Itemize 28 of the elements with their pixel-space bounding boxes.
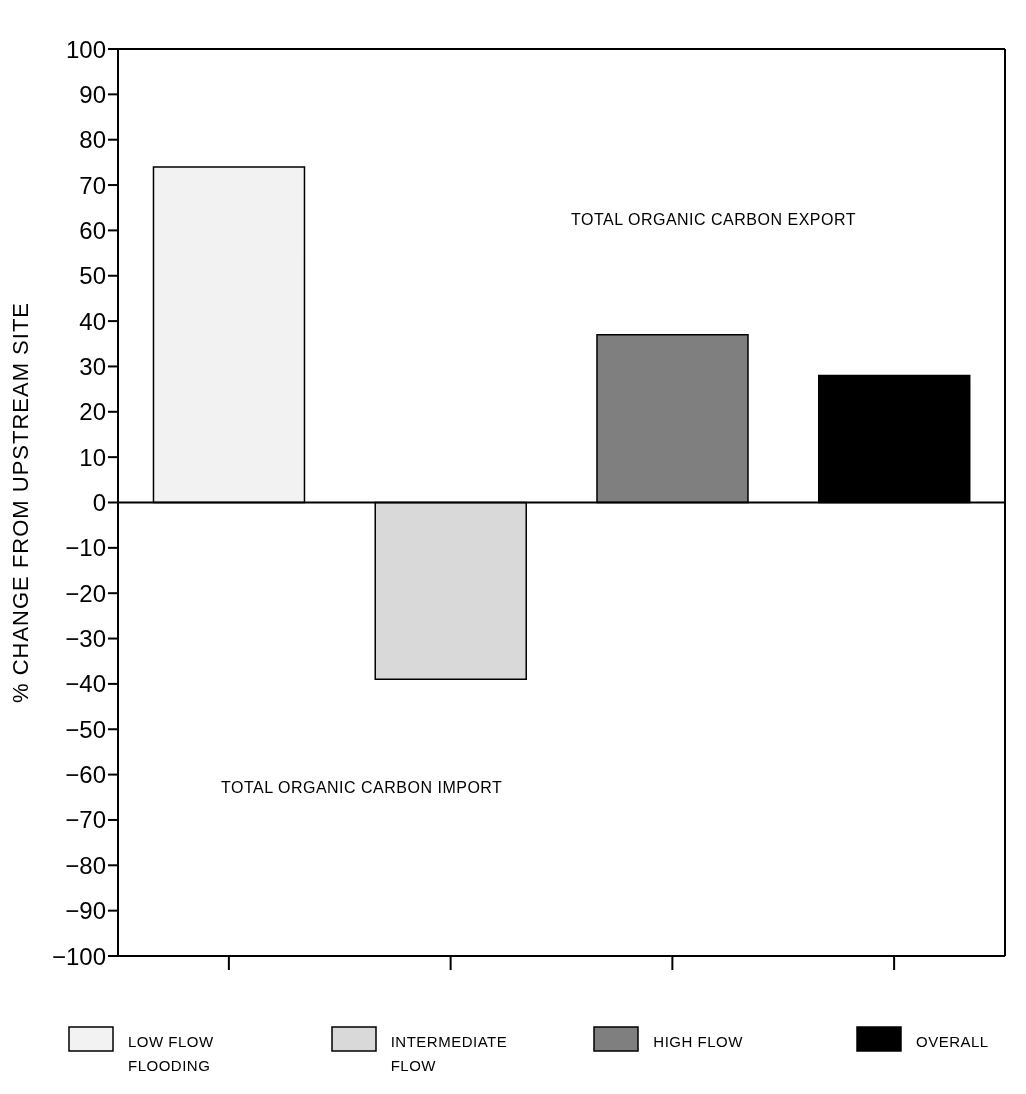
legend-label: INTERMEDIATE FLOW: [390, 1032, 509, 1076]
y-tick-label: −60: [65, 761, 106, 789]
y-tick-label: 10: [79, 443, 106, 471]
y-tick-label: −90: [65, 897, 106, 925]
y-tick-label: 80: [79, 126, 106, 154]
y-tick-label: 60: [79, 216, 106, 244]
legend-label: LOW FLOW FLOODING: [128, 1032, 215, 1076]
y-tick-label: −30: [65, 625, 106, 653]
y-tick-label: 70: [79, 171, 106, 199]
y-tick-label: 40: [79, 307, 106, 335]
y-tick-label: 20: [79, 398, 106, 426]
annotation: TOTAL ORGANIC CARBON IMPORT: [221, 779, 503, 796]
annotation: TOTAL ORGANIC CARBON EXPORT: [571, 211, 856, 228]
y-tick-label: −10: [65, 534, 106, 562]
y-tick-label: 90: [79, 80, 106, 108]
legend-label: OVERALL: [915, 1032, 990, 1052]
legend-label: HIGH FLOW: [653, 1032, 744, 1052]
y-tick-label: 50: [79, 262, 106, 290]
y-tick-label: 0: [92, 489, 106, 517]
y-axis-title: % CHANGE FROM UPSTREAM SITE: [7, 301, 33, 704]
y-tick-label: −80: [65, 851, 106, 879]
y-tick-label: 100: [65, 35, 106, 63]
y-tick-label: −40: [65, 670, 106, 698]
y-tick-label: −50: [65, 715, 106, 743]
y-tick-label: −20: [65, 579, 106, 607]
y-tick-label: −100: [51, 942, 106, 970]
y-tick-label: 30: [79, 352, 106, 380]
y-tick-label: −70: [65, 806, 106, 834]
